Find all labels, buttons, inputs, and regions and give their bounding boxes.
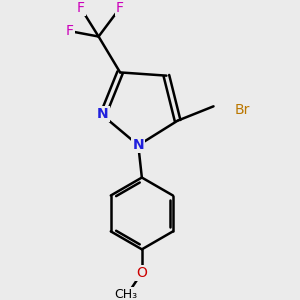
Text: CH₃: CH₃	[114, 288, 137, 300]
Text: F: F	[76, 1, 85, 15]
Text: F: F	[66, 24, 74, 38]
Text: O: O	[136, 266, 147, 280]
Text: N: N	[133, 138, 144, 152]
Text: F: F	[116, 1, 124, 15]
Text: Br: Br	[235, 103, 250, 117]
Text: N: N	[97, 106, 109, 121]
